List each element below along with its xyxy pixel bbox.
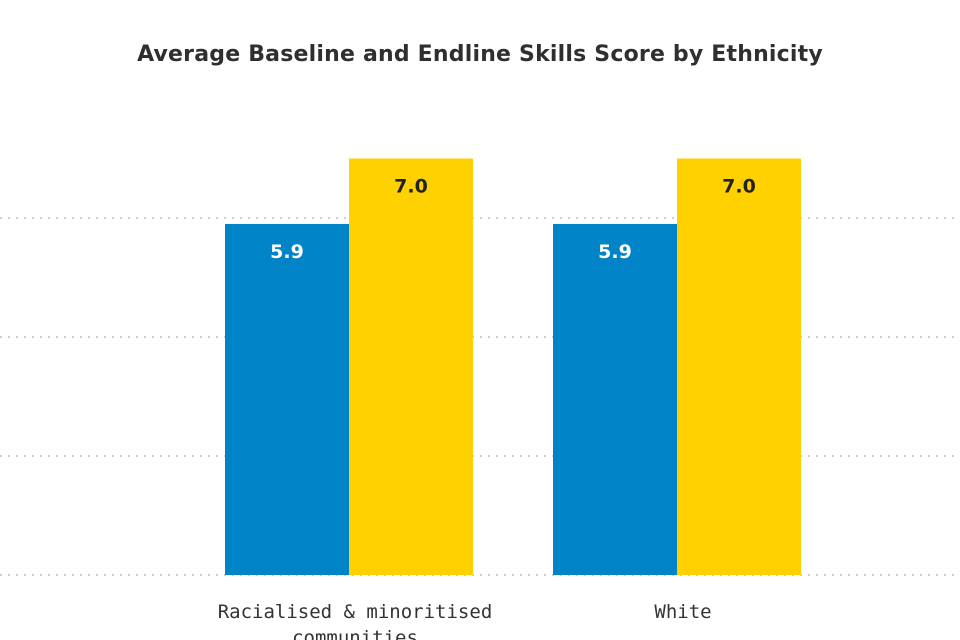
bar (225, 223, 349, 575)
bar (553, 223, 677, 575)
gridlines (0, 217, 960, 576)
bar (349, 158, 473, 575)
data-label: 5.9 (598, 241, 632, 263)
category-label: communities (292, 627, 418, 640)
category-label: Racialised & minoritised (218, 601, 493, 623)
data-label: 7.0 (722, 176, 756, 198)
category-label: White (654, 601, 711, 623)
bars (225, 158, 801, 575)
data-label: 5.9 (270, 241, 304, 263)
chart-title: Average Baseline and Endline Skills Scor… (137, 42, 823, 67)
value-labels: 5.9 7.0 5.9 7.0 (270, 176, 756, 263)
data-label: 7.0 (394, 176, 428, 198)
bar (677, 158, 801, 575)
category-labels: Racialised & minoritised communities White (218, 601, 712, 640)
